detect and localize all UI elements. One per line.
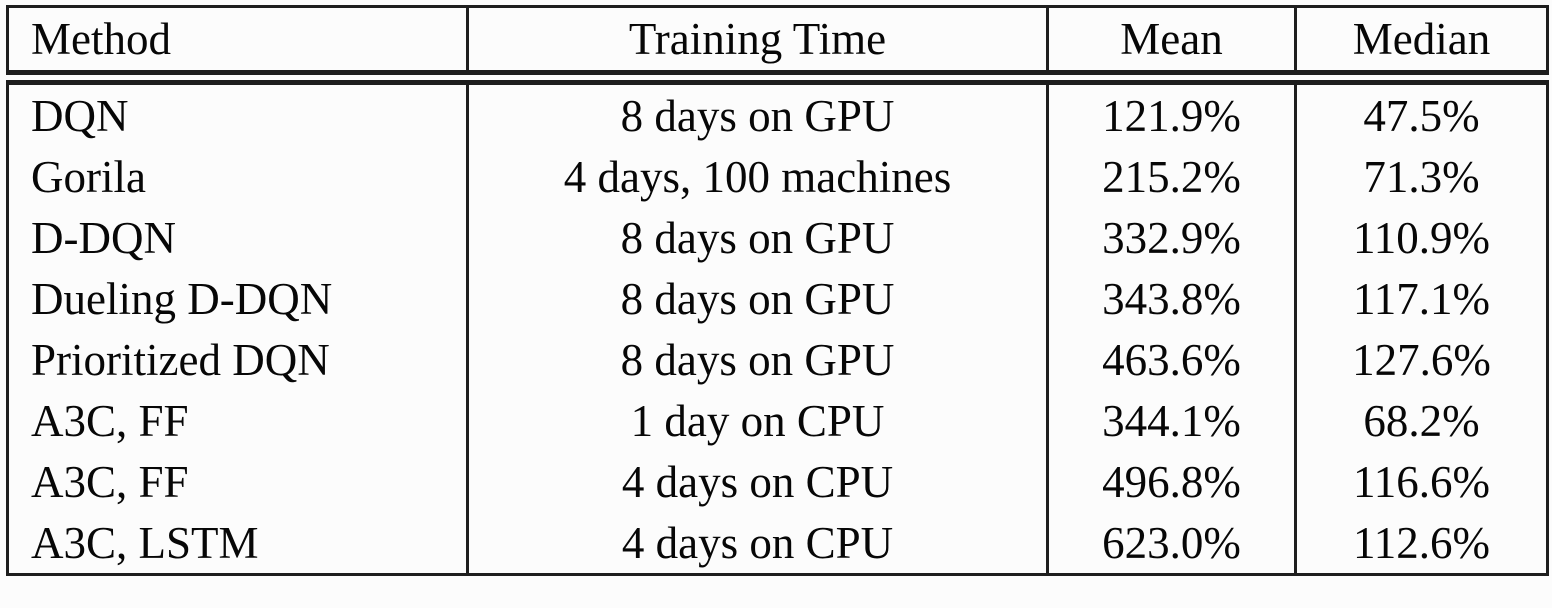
cell-training-time: 4 days, 100 machines [466,146,1049,207]
cell-training-time: 4 days on CPU [466,512,1049,575]
cell-training-time: 1 day on CPU [466,390,1049,451]
cell-mean: 332.9% [1046,207,1297,268]
cell-mean: 121.9% [1046,77,1297,146]
cell-median: 68.2% [1294,390,1549,451]
table-row: D-DQN 8 days on GPU 332.9% 110.9% [6,207,1549,268]
cell-method: DQN [6,77,469,146]
table-row: DQN 8 days on GPU 121.9% 47.5% [6,77,1549,146]
cell-mean: 343.8% [1046,268,1297,329]
cell-method: A3C, FF [6,390,469,451]
table-body: DQN 8 days on GPU 121.9% 47.5% Gorila 4 days,… [6,77,1549,575]
table-row: Dueling D-DQN 8 days on GPU 343.8% 117.1% [6,268,1549,329]
cell-method: Prioritized DQN [6,329,469,390]
col-header-training-time: Training Time [466,5,1049,85]
header-row: Method Training Time Mean Median [6,5,1549,85]
cell-mean: 215.2% [1046,146,1297,207]
cell-mean: 496.8% [1046,451,1297,512]
cell-training-time: 8 days on GPU [466,77,1049,146]
cell-training-time: 8 days on GPU [466,268,1049,329]
cell-training-time: 4 days on CPU [466,451,1049,512]
cell-mean: 344.1% [1046,390,1297,451]
cell-mean: 463.6% [1046,329,1297,390]
cell-mean: 623.0% [1046,512,1297,575]
cell-method: Gorila [6,146,469,207]
cell-training-time: 8 days on GPU [466,329,1049,390]
cell-method: D-DQN [6,207,469,268]
table-row: Gorila 4 days, 100 machines 215.2% 71.3% [6,146,1549,207]
cell-median: 47.5% [1294,77,1549,146]
table-row: Prioritized DQN 8 days on GPU 463.6% 127.6% [6,329,1549,390]
col-header-mean: Mean [1046,5,1297,85]
cell-median: 116.6% [1294,451,1549,512]
col-header-method: Method [6,5,469,85]
table-row: A3C, FF 1 day on CPU 344.1% 68.2% [6,390,1549,451]
results-table: Method Training Time Mean Median DQN 8 da… [6,5,1549,576]
col-header-median: Median [1294,5,1549,85]
cell-median: 110.9% [1294,207,1549,268]
cell-median: 112.6% [1294,512,1549,575]
table-row: A3C, LSTM 4 days on CPU 623.0% 112.6% [6,512,1549,575]
cell-median: 71.3% [1294,146,1549,207]
table-row: A3C, FF 4 days on CPU 496.8% 116.6% [6,451,1549,512]
cell-method: Dueling D-DQN [6,268,469,329]
cell-median: 127.6% [1294,329,1549,390]
cell-median: 117.1% [1294,268,1549,329]
cell-method: A3C, LSTM [6,512,469,575]
cell-training-time: 8 days on GPU [466,207,1049,268]
cell-method: A3C, FF [6,451,469,512]
